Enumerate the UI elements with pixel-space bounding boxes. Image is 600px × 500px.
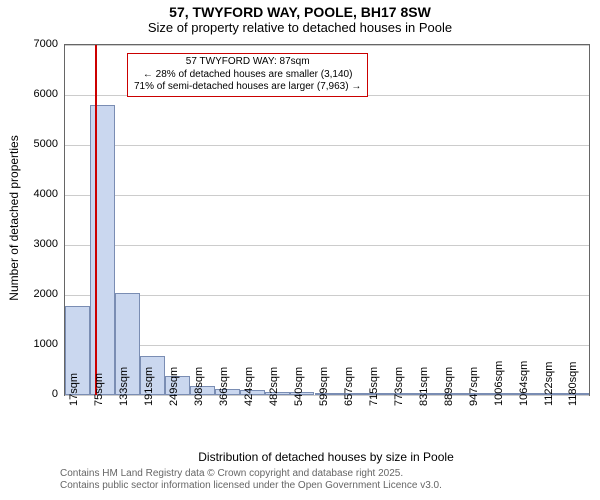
annotation-line-2: ← 28% of detached houses are smaller (3,…	[134, 69, 361, 82]
chart-container: { "title": "57, TWYFORD WAY, POOLE, BH17…	[0, 0, 600, 500]
annotation-line-1: 57 TWYFORD WAY: 87sqm	[134, 56, 361, 69]
annotation-box: 57 TWYFORD WAY: 87sqm← 28% of detached h…	[127, 53, 368, 97]
x-axis-label: Distribution of detached houses by size …	[64, 450, 588, 464]
y-axis-label: Number of detached properties	[7, 43, 21, 393]
chart-subtitle: Size of property relative to detached ho…	[0, 20, 600, 35]
annotation-line-3: 71% of semi-detached houses are larger (…	[134, 81, 361, 94]
plot-area: 57 TWYFORD WAY: 87sqm← 28% of detached h…	[64, 44, 590, 396]
chart-title: 57, TWYFORD WAY, POOLE, BH17 8SW	[0, 0, 600, 20]
histogram-bar	[90, 105, 115, 395]
reference-line	[95, 45, 97, 395]
attribution-line-2: Contains public sector information licen…	[60, 480, 442, 491]
attribution-line-1: Contains HM Land Registry data © Crown c…	[60, 468, 403, 479]
x-axis-ticks: 17sqm75sqm133sqm191sqm249sqm308sqm366sqm…	[64, 394, 588, 454]
